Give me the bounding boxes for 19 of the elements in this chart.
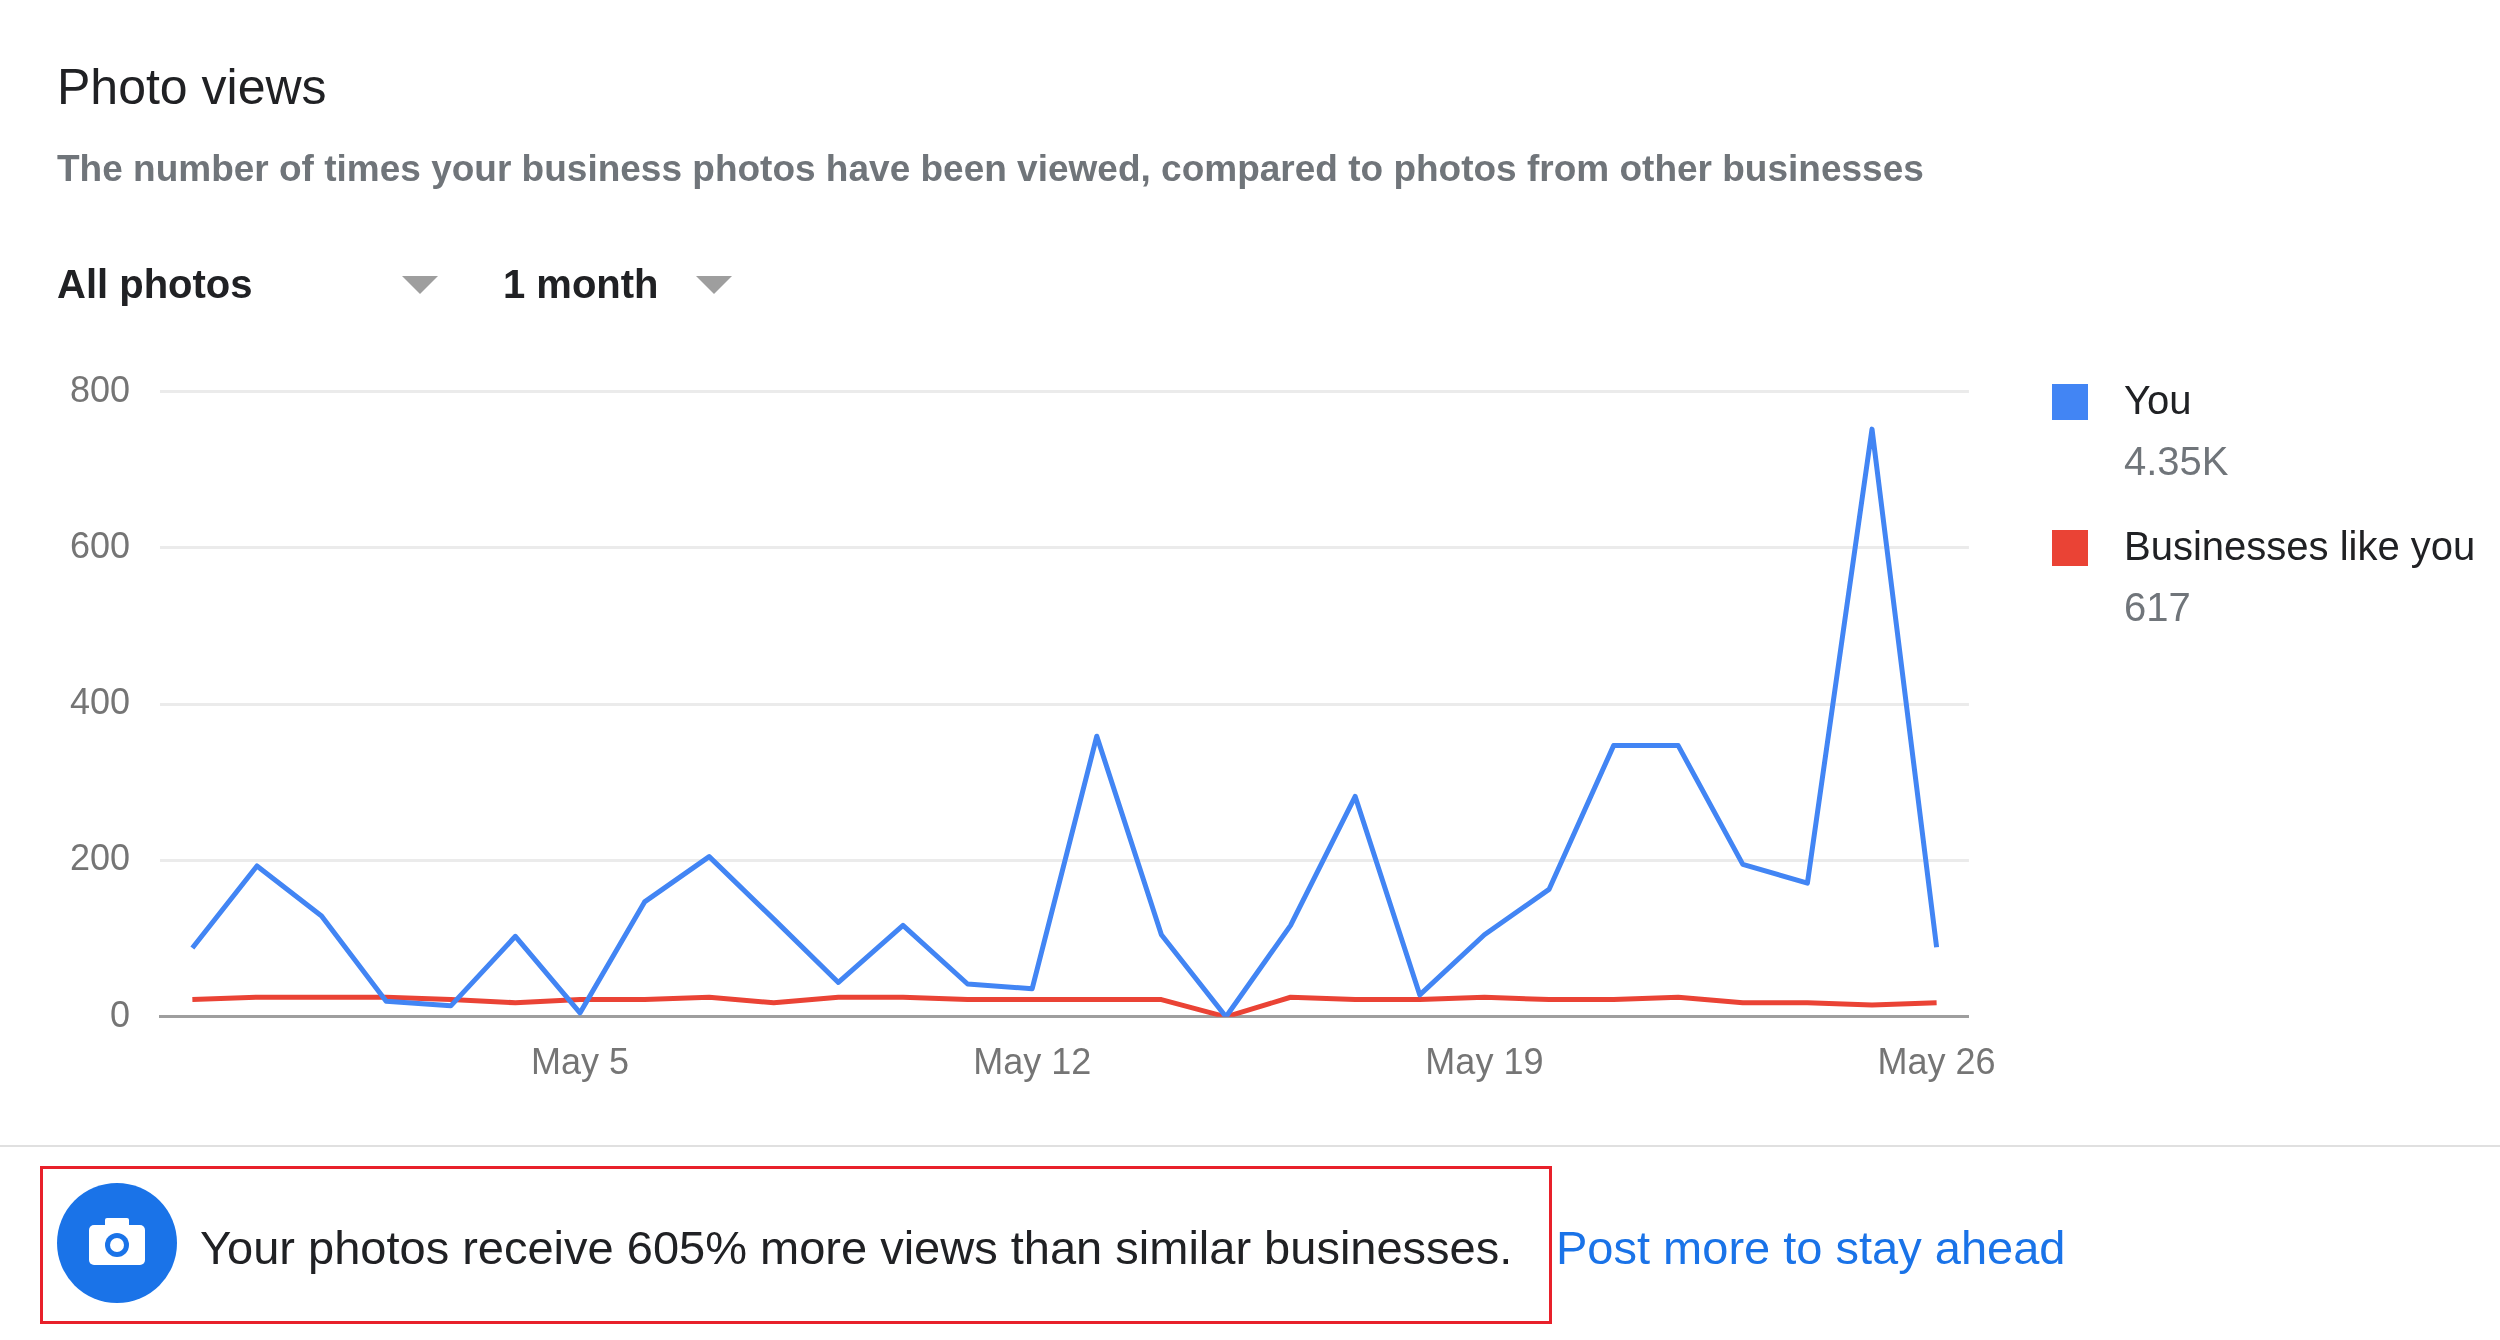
y-tick-label: 200 [69, 837, 131, 879]
text: Post more to stay ahead [1556, 1220, 2066, 1275]
text: 1 month [503, 262, 659, 307]
x-tick-label: May 5 [530, 1041, 629, 1083]
legend-label: Businesses like you [2124, 524, 2476, 569]
text: 617 [2124, 585, 2192, 630]
y-tick-label: 800 [69, 368, 131, 410]
chart-subtitle: The number of times your business photos have been viewed, compared to photos from other businesses [57, 148, 1924, 190]
x-tick-label: May 12 [973, 1041, 1092, 1083]
x-tick-label: May 26 [1877, 1041, 1996, 1083]
chart-title: Photo views [57, 58, 327, 116]
x-tick-label: May 19 [1425, 1041, 1544, 1083]
text: All photos [57, 262, 253, 307]
legend-label: You [2124, 378, 2193, 423]
y-tick-label: 0 [110, 993, 131, 1035]
text: Your photos receive 605% more views than similar businesses. [200, 1220, 1513, 1275]
y-tick-label: 400 [69, 681, 131, 723]
text: 4.35K [2124, 439, 2230, 484]
y-tick-label: 600 [69, 524, 131, 566]
